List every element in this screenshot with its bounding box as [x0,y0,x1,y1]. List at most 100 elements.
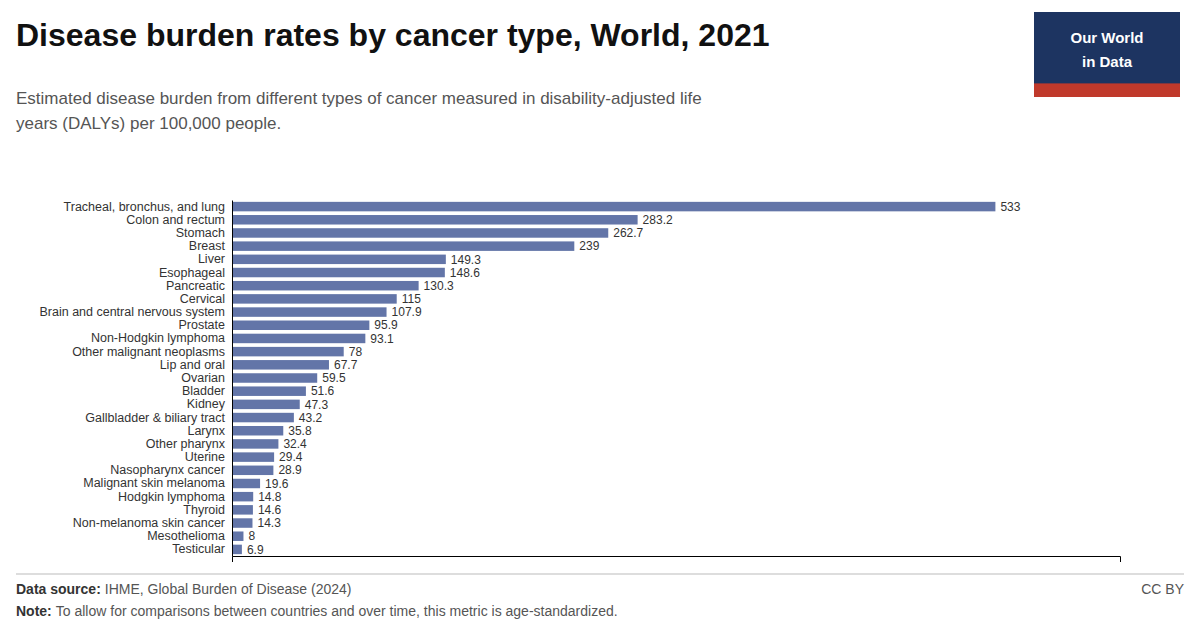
bar [232,228,608,237]
y-tick: Cervical [180,292,232,306]
data-label: 59.5 [322,371,346,385]
y-tick-label: Nasopharynx cancer [110,463,225,477]
data-label: 148.6 [450,266,480,280]
note-text: To allow for comparisons between countri… [56,603,618,619]
y-tick: Lip and oral [160,358,232,372]
data-label: 32.4 [283,437,307,451]
footer-separator [16,574,1184,575]
bar [232,426,283,435]
bar [232,334,365,343]
y-tick-label: Lip and oral [160,358,225,372]
bar [232,413,294,422]
bar [232,281,419,290]
bar [232,479,260,488]
source-text: IHME, Global Burden of Disease (2024) [105,581,352,597]
y-tick-label: Colon and rectum [126,213,225,227]
title: Disease burden rates by cancer type, Wor… [16,17,770,53]
y-tick: Gallbladder & biliary tract [85,411,232,425]
data-label: 28.9 [278,463,302,477]
subtitle-line: years (DALYs) per 100,000 people. [16,114,281,133]
y-tick-label: Other malignant neoplasms [72,345,225,359]
data-label: 115 [402,292,421,306]
y-tick-label: Bladder [182,384,225,398]
data-label: 283.2 [643,213,673,227]
bar [232,492,253,501]
data-label: 95.9 [374,318,398,332]
bar [232,202,995,211]
data-label: 533 [1000,200,1020,214]
y-tick-label: Cervical [180,292,225,306]
data-label: 130.3 [424,279,454,293]
data-label: 29.4 [279,450,303,464]
y-tick: Kidney [187,397,232,411]
logo-background [1034,12,1180,97]
bar [232,505,253,514]
data-label: 78 [349,345,363,359]
y-tick-label: Kidney [187,397,226,411]
y-tick: Other malignant neoplasms [72,345,232,359]
y-tick: Testicular [172,542,232,556]
y-tick: Other pharynx [146,437,232,451]
data-label: 262.7 [613,226,643,240]
y-tick-label: Prostate [178,318,225,332]
data-label: 43.2 [299,411,323,425]
y-tick: Prostate [178,318,232,332]
bar [232,545,242,554]
bar [232,439,278,448]
y-tick: Mesothelioma [147,529,232,543]
y-axis: Tracheal, bronchus, and lungColon and re… [39,200,232,557]
y-tick-label: Malignant skin melanoma [83,476,225,490]
bar [232,307,387,316]
y-tick-label: Thyroid [183,503,225,517]
y-tick: Breast [189,239,232,253]
data-label: 14.8 [258,490,282,504]
data-label: 19.6 [265,477,289,491]
bar [232,294,397,303]
bar [232,400,300,409]
y-tick-label: Gallbladder & biliary tract [85,411,225,425]
y-tick: Nasopharynx cancer [110,463,232,477]
data-label: 239 [579,239,599,253]
logo-stripe [1034,83,1180,97]
bar [232,531,243,540]
plot: 533283.2262.7239149.3148.6130.3115107.99… [39,200,1120,562]
y-tick-label: Brain and central nervous system [39,305,225,319]
data-label: 8 [248,529,255,543]
chart: Disease burden rates by cancer type, Wor… [0,0,1200,628]
data-label: 14.6 [258,503,282,517]
bar [232,255,446,264]
y-tick: Pancreatic [166,279,232,293]
bar [232,347,344,356]
data-label: 6.9 [247,543,264,557]
source: Data source:IHME, Global Burden of Disea… [16,581,352,597]
y-tick: Thyroid [183,503,232,517]
logo-text: in Data [1082,53,1133,70]
y-tick-label: Larynx [187,424,225,438]
source-label: Data source: [16,581,101,597]
y-tick-label: Breast [189,239,226,253]
y-tick-label: Uterine [185,450,225,464]
y-tick-label: Mesothelioma [147,529,225,543]
y-tick-label: Testicular [172,542,225,556]
data-label: 47.3 [305,398,329,412]
y-tick: Non-melanoma skin cancer [73,516,232,530]
bars [232,202,995,554]
y-axis-line [232,201,233,557]
y-tick: Brain and central nervous system [39,305,232,319]
data-label: 93.1 [370,332,394,346]
subtitle: Estimated disease burden from different … [16,89,702,133]
y-tick: Stomach [176,226,232,240]
x-axis [233,557,1121,563]
note-label: Note: [16,603,52,619]
y-tick: Tracheal, bronchus, and lung [64,200,232,214]
y-tick-label: Non-melanoma skin cancer [73,516,225,530]
y-tick: Liver [198,252,232,266]
logo: Our Worldin Data [1034,12,1180,97]
y-tick: Non-Hodgkin lymphoma [91,331,232,345]
bar [232,360,329,369]
y-tick: Malignant skin melanoma [83,476,232,490]
subtitle-line: Estimated disease burden from different … [16,89,702,108]
bar [232,386,306,395]
y-tick: Ovarian [181,371,232,385]
bar [232,241,574,250]
